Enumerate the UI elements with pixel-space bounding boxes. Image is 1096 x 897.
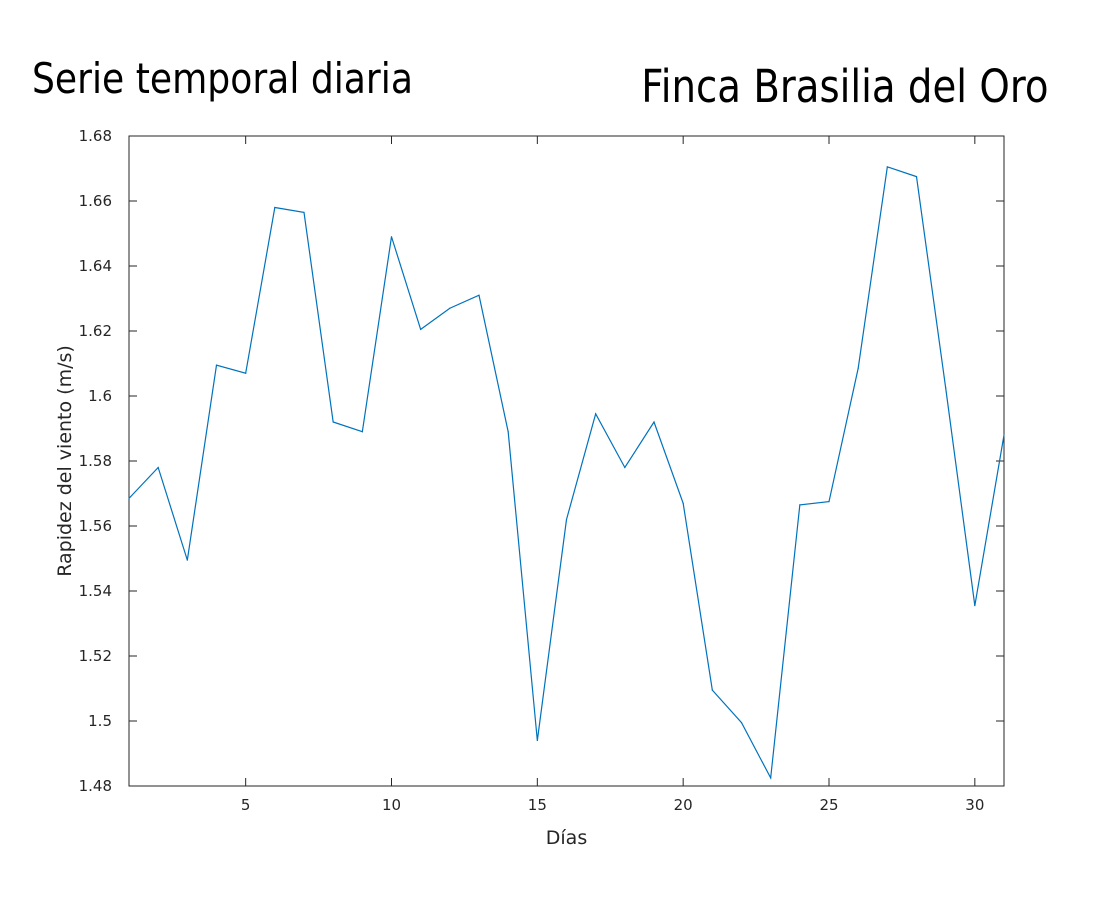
data-point: [857, 367, 859, 369]
y-tick-label: 1.54: [79, 582, 112, 600]
x-tick-label: 25: [819, 796, 838, 814]
data-point: [390, 236, 393, 238]
data-point: [1003, 434, 1005, 436]
data-point: [945, 387, 947, 389]
data-point: [245, 372, 247, 374]
data-point: [565, 518, 568, 521]
chart-title-left: Serie temporal diaria: [32, 54, 413, 103]
y-tick-label: 1.48: [79, 777, 112, 795]
data-point: [478, 294, 480, 296]
y-tick-label: 1.62: [79, 322, 112, 340]
chart-title-right: Finca Brasilia del Oro: [641, 60, 1049, 113]
data-point: [128, 497, 130, 499]
x-tick-label: 5: [241, 796, 251, 814]
data-point: [740, 722, 743, 724]
y-tick-label: 1.66: [79, 192, 112, 210]
data-point: [274, 206, 276, 209]
data-point: [653, 421, 655, 423]
data-point: [682, 502, 684, 504]
y-tick-label: 1.68: [79, 127, 112, 145]
x-tick-label: 20: [674, 796, 693, 814]
y-axis-label: Rapidez del viento (m/s): [54, 345, 76, 577]
data-point: [157, 466, 159, 469]
series-line: [128, 166, 1005, 780]
axis-ticks: 5 10 15 20 25 30 1.48 1.5 1.52 1.54 1.56 1.58 1.6 1.6…: [79, 127, 1004, 814]
y-tick-label: 1.52: [79, 647, 112, 665]
data-point: [974, 605, 976, 607]
data-point: [507, 431, 509, 433]
data-point: [361, 431, 363, 433]
data-point: [799, 504, 801, 506]
data-point: [215, 364, 218, 366]
data-point: [828, 501, 830, 503]
y-tick-label: 1.64: [79, 257, 112, 275]
x-axis-label: Días: [546, 827, 587, 849]
data-point: [624, 466, 626, 469]
data-point: [536, 739, 538, 742]
plot-area-border: [128, 135, 1005, 787]
data-point: [595, 413, 597, 415]
data-point: [886, 166, 888, 168]
data-point: [332, 421, 334, 423]
data-point: [303, 211, 305, 213]
y-tick-label: 1.58: [79, 452, 112, 470]
series-layer: [128, 166, 1005, 780]
y-tick-label: 1.5: [88, 712, 112, 730]
data-point: [449, 307, 451, 309]
axes-frame: [128, 135, 1005, 787]
data-point: [420, 328, 422, 330]
x-tick-label: 15: [528, 796, 547, 814]
data-point: [186, 559, 188, 561]
data-point: [711, 689, 713, 691]
y-tick-label: 1.56: [79, 517, 112, 535]
data-point: [915, 176, 918, 178]
data-point: [770, 777, 772, 779]
y-tick-label: 1.6: [88, 387, 112, 405]
x-tick-label: 10: [382, 796, 401, 814]
x-tick-label: 30: [965, 796, 984, 814]
